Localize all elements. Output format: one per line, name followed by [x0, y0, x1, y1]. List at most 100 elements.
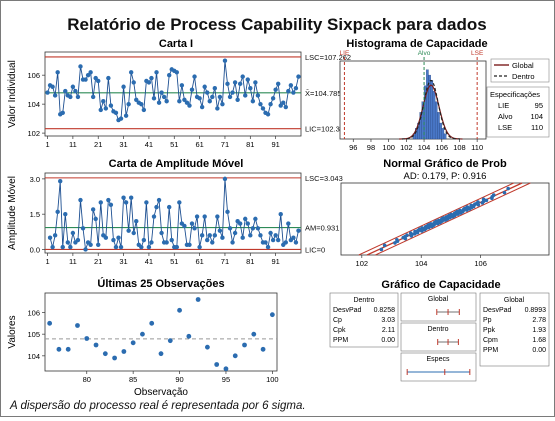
mr-chart-point-92	[278, 211, 283, 217]
i-chart-point-66	[210, 94, 215, 100]
overall-stat-label: Ppk	[483, 327, 496, 334]
probability-point-92	[476, 200, 480, 204]
probability-point-13	[408, 231, 413, 235]
spec-legend-title: Especificações	[490, 90, 540, 99]
within-stat-value: 2.11	[382, 327, 395, 334]
i-chart-point-41	[146, 80, 152, 85]
last-25-xtick-label: 95	[222, 375, 230, 384]
global-interval-label: Global	[428, 296, 449, 303]
mr-chart: Carta de Amplitude Móvel Amplitude Móvel…	[7, 158, 343, 266]
i-chart-point-1	[45, 90, 50, 95]
histogram-bar	[443, 133, 447, 140]
mr-chart-point-89	[270, 237, 276, 243]
i-chart-xtick-label: 21	[94, 140, 102, 149]
mr-chart-xtick-label: 81	[246, 257, 254, 266]
probability-point-16	[413, 229, 417, 234]
mr-chart-point-73	[230, 240, 235, 245]
mr-chart-point-12	[75, 237, 81, 243]
mr-chart-xtick-label: 31	[119, 257, 127, 266]
mr-chart-xtick-label: 1	[45, 257, 49, 266]
last-25-point-97	[242, 342, 247, 348]
i-chart-point-17	[85, 72, 91, 78]
last-25-chart: Últimas 25 Observações Valores Observaçã…	[7, 277, 279, 398]
i-chart-point-93	[278, 103, 283, 108]
mr-chart-point-65	[210, 240, 215, 245]
probability-point-10	[405, 233, 409, 237]
i-chart-point-18	[88, 70, 93, 75]
probability-point-73	[455, 209, 460, 214]
mr-chart-point-57	[189, 221, 195, 226]
i-chart-point-35	[131, 80, 136, 85]
probability-point-24	[420, 226, 424, 230]
within-stat-label: Cp	[333, 317, 342, 324]
within-stat-value: 0.8258	[374, 307, 396, 314]
probability-point-95	[481, 197, 486, 202]
i-chart-point-96	[286, 88, 291, 94]
last-25-point-91	[186, 333, 192, 339]
mr-chart-point-15	[83, 247, 88, 252]
last-25-xtick-label: 80	[83, 375, 91, 384]
mr-chart-point-94	[283, 240, 288, 245]
probability-point-98	[491, 193, 496, 197]
mr-chart-ytick-label: 0.0	[30, 245, 40, 254]
mr-chart-point-47	[164, 240, 169, 245]
mr-chart-point-68	[217, 228, 223, 233]
mr-chart-point-35	[134, 219, 139, 224]
i-chart-point-95	[283, 104, 288, 110]
overall-stat-label: Cpm	[483, 337, 498, 344]
mr-chart-point-4	[55, 209, 60, 215]
mr-chart-point-74	[232, 230, 238, 236]
overall-stat-value: 1.68	[532, 337, 546, 344]
mr-chart-xtick-label: 91	[271, 257, 279, 266]
histogram-lsl-label: LIE	[340, 50, 350, 57]
i-chart-xtick-label: 81	[246, 140, 254, 149]
mr-chart-point-2	[50, 244, 55, 250]
last-25-xtick-label: 100	[266, 375, 279, 384]
i-chart-xtick-label: 31	[119, 140, 127, 149]
mr-chart-point-23	[103, 235, 109, 240]
i-chart-point-24	[103, 106, 109, 111]
probability-point-35	[429, 222, 433, 226]
mr-chart-point-66	[212, 233, 218, 238]
mr-chart-point-51	[174, 244, 180, 250]
last-25-plot-area	[44, 292, 278, 372]
last-25-xlabel: Observação	[134, 387, 188, 398]
i-chart-lcl-label: LIC=102.308	[305, 125, 348, 134]
overall-stat-label: PPM	[483, 347, 498, 354]
mr-chart-point-67	[215, 214, 220, 219]
spec-legend-box	[486, 86, 550, 138]
i-chart-point-55	[182, 97, 187, 102]
mr-chart-point-86	[263, 240, 268, 245]
legend-global-label: Global	[512, 61, 534, 70]
i-chart-point-100	[296, 74, 301, 79]
mr-chart-point-97	[291, 235, 296, 240]
mr-chart-point-33	[128, 195, 134, 200]
last-25-point-82	[102, 351, 108, 357]
i-chart-point-94	[281, 100, 286, 105]
mr-chart-point-95	[286, 221, 291, 226]
i-chart-point-47	[161, 94, 167, 100]
i-chart-point-98	[291, 90, 296, 95]
last-25-point-78	[65, 346, 71, 352]
spec-row-target-value: 104	[530, 112, 543, 121]
probability-plot-title: Normal Gráfico de Prob	[383, 158, 507, 170]
histogram-title: Histograma de Capacidade	[346, 38, 487, 50]
within-stat-value: 0.00	[381, 337, 395, 344]
mr-chart-point-99	[296, 228, 301, 233]
mr-chart-point-71	[225, 209, 230, 215]
mr-chart-point-5	[58, 179, 63, 184]
histogram-bar	[426, 69, 429, 140]
last-25-point-77	[56, 346, 62, 352]
probability-point-76	[458, 208, 462, 213]
probability-ci-upper	[375, 182, 531, 256]
i-chart-point-36	[134, 97, 139, 102]
mr-chart-point-13	[78, 197, 83, 203]
mr-chart-point-19	[93, 216, 98, 222]
mr-chart-point-24	[106, 197, 111, 203]
i-chart-point-56	[184, 100, 190, 105]
i-chart-point-79	[243, 93, 248, 98]
mr-chart-point-7	[63, 211, 68, 217]
i-chart-ytick-label: 102	[27, 129, 40, 138]
mr-chart-point-88	[268, 230, 273, 236]
i-chart-ytick-label: 106	[27, 71, 40, 80]
